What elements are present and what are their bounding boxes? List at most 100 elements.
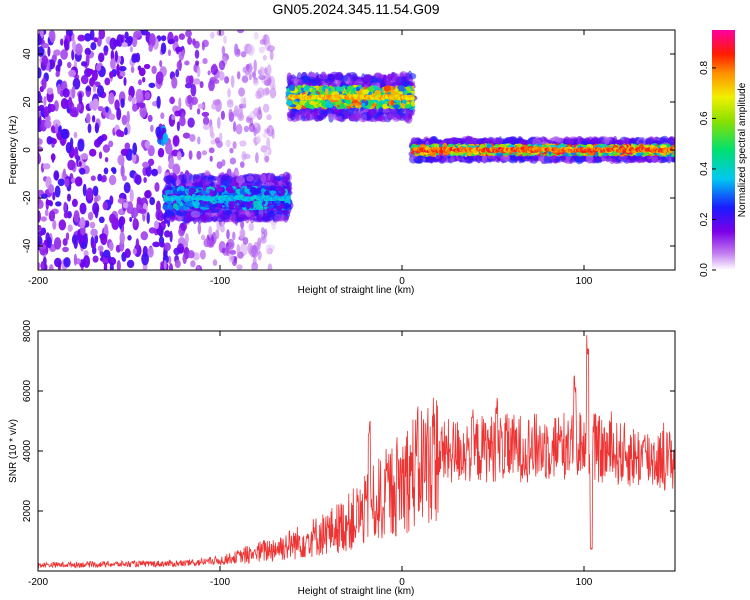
spectrogram-cell — [178, 204, 185, 211]
spectrogram-cell — [182, 132, 191, 139]
spectrogram-cell — [270, 173, 276, 183]
spectrogram-cell — [192, 200, 200, 207]
spectrogram-cell — [98, 30, 106, 40]
spectrogram-cell — [283, 202, 290, 209]
spectrogram-cell — [90, 175, 96, 182]
spectrogram-cell — [129, 216, 133, 223]
spectrogram-cell — [108, 241, 114, 252]
spectrogram-cell — [165, 190, 172, 194]
spectrogram-cell — [98, 216, 105, 224]
spectrogram-cell — [145, 164, 152, 177]
spectrogram-cell — [104, 156, 109, 163]
spectrogram-cell — [218, 70, 225, 81]
spectrogram-cell — [208, 79, 215, 92]
spectrogram-cell — [77, 34, 86, 42]
spectrogram-cell — [72, 38, 76, 52]
spectrogram-cell — [407, 113, 413, 119]
spectrogram-cell — [187, 250, 195, 259]
spectrogram-cell — [193, 78, 201, 85]
spectrogram-cell — [263, 228, 268, 238]
spectrogram-cell — [243, 125, 249, 133]
spectrogram-cell — [372, 114, 379, 120]
spectrogram-cell — [148, 44, 153, 52]
spectrogram-cell — [207, 201, 212, 207]
spectrogram-cell — [38, 137, 42, 145]
spectrogram-cell — [103, 262, 108, 270]
spectrogram-cell — [248, 122, 255, 133]
spectrogram-cell — [240, 220, 245, 230]
spectrogram-cell — [245, 64, 250, 70]
spectrogram-cell — [147, 145, 155, 157]
spectrogram-cell — [269, 190, 277, 195]
spectrogram-cell — [229, 157, 237, 165]
spectrogram-cell — [216, 140, 223, 149]
spectrogram-cell — [220, 110, 226, 120]
spectrogram-cell — [229, 147, 234, 154]
spectrogram-cell — [262, 103, 270, 113]
spectrogram-cell — [213, 78, 220, 85]
spectrogram-cell — [274, 214, 283, 222]
spectrogram-cell — [187, 117, 195, 128]
spectrogram-cell — [108, 213, 117, 224]
spectrogram-cell — [128, 95, 133, 102]
spectrogram-cell — [97, 245, 104, 252]
spectrogram-cell — [197, 223, 202, 235]
spectrogram-cell — [232, 121, 237, 133]
spectrogram-cell — [141, 76, 146, 83]
spectrogram-cell — [248, 73, 252, 81]
spectrogram-cell — [165, 142, 173, 155]
spectrogram-cell — [186, 180, 192, 189]
spectrogram-cell — [260, 188, 266, 193]
spectrogram-cell — [214, 229, 220, 240]
spectrogram-cell — [147, 247, 154, 258]
spectrogram-cell — [73, 253, 77, 266]
spectrogram-cell — [39, 244, 47, 250]
spectrogram-cell — [243, 153, 251, 160]
spectrogram-cell — [108, 174, 117, 186]
spectrogram-cell — [228, 108, 233, 120]
spectrogram-cell — [164, 230, 171, 238]
spectrogram-cell — [157, 147, 165, 158]
spectrogram-cell — [53, 49, 61, 56]
spectrogram-cell — [246, 175, 254, 182]
spectrogram-cell — [102, 144, 110, 153]
spectrogram-cell — [129, 189, 134, 203]
spectrogram-cell — [236, 264, 243, 270]
spectrogram-cell — [265, 244, 272, 255]
spectrogram-cell — [240, 228, 245, 240]
spectrogram-cell — [186, 216, 196, 222]
spectrogram-cell — [226, 229, 230, 240]
chart-title: GN05.2024.345.11.54.G09 — [272, 1, 439, 17]
spectrogram-cell — [140, 231, 149, 241]
spectrogram-cell — [315, 86, 319, 91]
spectrogram-cell — [198, 181, 204, 189]
spectrogram-cell — [208, 225, 213, 238]
spectrogram-cell — [196, 266, 201, 270]
spectrogram-cell — [264, 155, 270, 163]
spectrogram-cell — [355, 86, 360, 92]
spectrogram-cell — [87, 123, 92, 134]
spectrogram-cell — [41, 77, 47, 90]
spectrogram-cell — [172, 209, 179, 216]
spectrogram-cell — [80, 74, 89, 85]
spectrogram-cell — [382, 103, 388, 110]
spectrogram-cell — [228, 254, 235, 263]
spectrogram-cell — [212, 204, 216, 211]
spectrogram-cell — [66, 61, 72, 69]
spectrogram-cell — [329, 71, 340, 81]
spectrogram-cell — [209, 155, 213, 162]
spectrogram-cell — [282, 209, 288, 214]
spectrogram-cell — [105, 106, 109, 113]
spectrogram-cell — [207, 70, 211, 76]
spectrogram-cell — [255, 152, 259, 164]
spectrogram-cell — [180, 222, 187, 232]
spectrogram-cell — [112, 167, 117, 175]
spectrogram-cell — [383, 85, 391, 92]
spectrogram-cell — [42, 163, 51, 170]
spectrogram-cell — [77, 138, 85, 152]
spectrogram-cell — [195, 60, 200, 66]
spectrogram-cell — [60, 49, 68, 60]
spectrogram-cell — [41, 42, 49, 49]
spectrogram-cell — [92, 255, 99, 263]
spectrogram-cell — [93, 196, 98, 204]
